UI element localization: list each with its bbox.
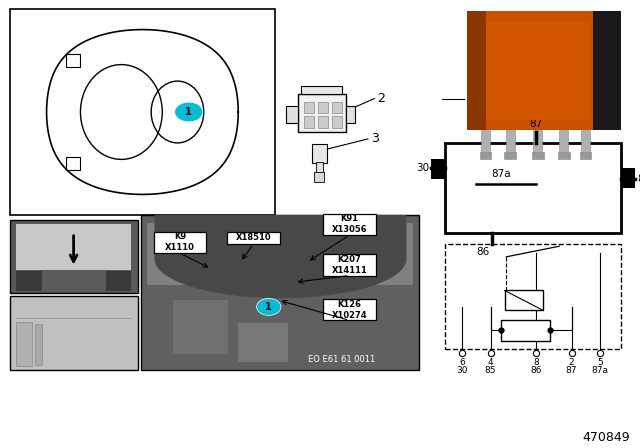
Bar <box>467 11 486 130</box>
Text: 87a: 87a <box>591 366 608 375</box>
Bar <box>332 102 342 113</box>
Bar <box>301 86 342 94</box>
Text: 5: 5 <box>597 358 602 367</box>
Circle shape <box>257 298 281 315</box>
Bar <box>581 130 590 153</box>
Bar <box>154 232 206 253</box>
Bar <box>467 11 621 130</box>
Text: 4: 4 <box>488 358 493 367</box>
Bar <box>323 254 376 276</box>
Bar <box>559 130 568 153</box>
Text: 86: 86 <box>531 366 542 375</box>
Bar <box>314 172 324 182</box>
Text: K9
X1110: K9 X1110 <box>165 233 195 252</box>
Text: X18510: X18510 <box>236 233 271 242</box>
Text: 8: 8 <box>534 358 539 367</box>
Bar <box>227 232 280 244</box>
Bar <box>10 296 138 370</box>
Bar <box>318 116 328 128</box>
Bar <box>304 102 314 113</box>
Bar <box>316 162 323 173</box>
Text: 86: 86 <box>476 247 489 257</box>
Bar <box>445 244 621 349</box>
Circle shape <box>175 102 203 122</box>
Bar <box>532 152 543 159</box>
Bar <box>10 220 138 293</box>
Text: 85: 85 <box>485 366 496 375</box>
Text: 6: 6 <box>460 358 465 367</box>
Bar <box>504 152 516 159</box>
Bar <box>346 105 355 123</box>
Text: K126
X10274: K126 X10274 <box>332 300 367 319</box>
Bar <box>431 159 445 179</box>
Text: 2: 2 <box>569 358 574 367</box>
Bar <box>558 152 570 159</box>
Bar <box>621 168 635 188</box>
Bar <box>141 215 419 370</box>
Bar <box>481 130 490 153</box>
Bar <box>332 116 342 128</box>
Bar <box>10 9 275 215</box>
Text: 87: 87 <box>566 366 577 375</box>
Bar <box>318 102 328 113</box>
Text: 3: 3 <box>371 132 379 146</box>
Text: 87a: 87a <box>492 169 511 179</box>
Bar <box>593 11 621 130</box>
Bar <box>67 54 81 67</box>
Text: 85: 85 <box>637 174 640 184</box>
Bar <box>580 152 591 159</box>
Bar <box>16 224 131 270</box>
Bar <box>286 105 298 123</box>
Bar <box>486 21 590 121</box>
Bar <box>35 324 42 365</box>
Bar <box>504 290 543 310</box>
Bar <box>312 144 327 163</box>
Bar <box>106 271 131 291</box>
Text: 30: 30 <box>415 164 429 173</box>
Text: 1: 1 <box>266 302 272 312</box>
Text: 470849: 470849 <box>583 431 630 444</box>
Text: EO E61 61 0011: EO E61 61 0011 <box>308 355 375 364</box>
Bar <box>16 271 42 291</box>
Bar <box>480 152 492 159</box>
Bar <box>501 320 550 341</box>
Bar <box>16 322 32 366</box>
Text: 1: 1 <box>186 107 192 117</box>
Bar <box>304 116 314 128</box>
Text: K207
X14111: K207 X14111 <box>332 255 367 275</box>
Text: K91
X13056: K91 X13056 <box>332 215 367 234</box>
Text: 30: 30 <box>457 366 468 375</box>
Bar <box>238 323 289 362</box>
Text: 87: 87 <box>530 119 543 129</box>
Bar <box>298 94 346 132</box>
Bar <box>533 130 542 153</box>
Text: 1: 1 <box>467 92 475 105</box>
Bar <box>173 300 228 354</box>
Bar <box>445 143 621 233</box>
Bar <box>323 299 376 320</box>
Bar <box>506 130 515 153</box>
Bar <box>67 157 81 170</box>
Text: 2: 2 <box>378 92 385 105</box>
Bar <box>147 223 413 284</box>
Bar <box>323 214 376 235</box>
